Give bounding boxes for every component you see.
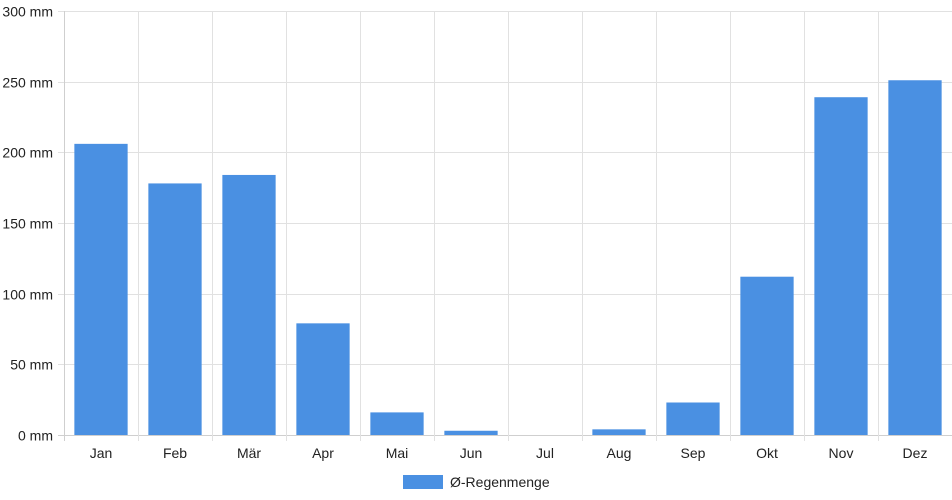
legend-label[interactable]: Ø-Regenmenge [450,474,550,490]
bar-okt[interactable] [740,276,794,435]
bar-mär[interactable] [222,174,276,436]
y-axis-labels: 0 mm 50 mm 100 mm 150 mm 200 mm 250 mm 300 mm [2,4,53,444]
x-tick-label: Feb [163,445,187,461]
x-tick-label: Aug [607,445,632,461]
grid [58,11,952,441]
x-axis-labels: Jan Feb Mär Apr Mai Jun Jul Aug Sep Okt Nov Dez [90,445,928,461]
x-tick-label: Sep [681,445,706,461]
y-tick-label: 150 mm [2,216,53,232]
y-tick-label: 100 mm [2,287,53,303]
x-tick-label: Jun [460,445,483,461]
legend-swatch[interactable] [403,475,443,489]
x-tick-label: Nov [829,445,854,461]
bar-nov[interactable] [814,97,868,436]
bars [74,80,942,436]
y-tick-label: 200 mm [2,145,53,161]
bar-jan[interactable] [74,143,128,435]
x-tick-label: Mai [386,445,409,461]
y-tick-label: 0 mm [18,428,53,444]
y-tick-label: 250 mm [2,75,53,91]
bar-mai[interactable] [370,412,424,435]
bar-dez[interactable] [888,80,942,436]
x-tick-label: Apr [312,445,334,461]
x-tick-label: Mär [237,445,261,461]
bar-jun[interactable] [444,430,498,435]
y-tick-label: 300 mm [2,4,53,20]
x-tick-label: Jul [536,445,554,461]
bar-apr[interactable] [296,323,350,435]
x-tick-label: Jan [90,445,113,461]
y-tick-label: 50 mm [10,357,53,373]
bar-aug[interactable] [592,429,646,435]
bar-sep[interactable] [666,402,720,435]
legend[interactable]: Ø-Regenmenge [403,474,550,490]
x-tick-label: Dez [903,445,928,461]
bar-feb[interactable] [148,183,202,435]
x-tick-label: Okt [756,445,778,461]
